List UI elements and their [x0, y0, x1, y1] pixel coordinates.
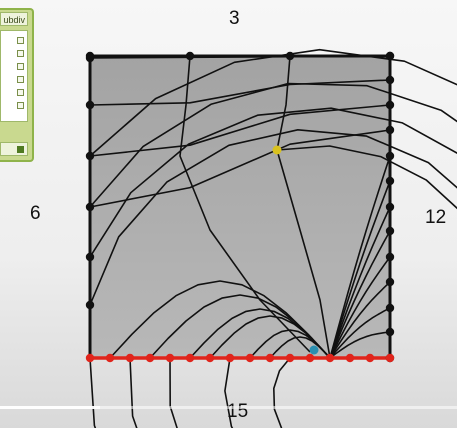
selected-vertex[interactable]	[205, 353, 215, 363]
mesh-radial-edge	[329, 206, 391, 359]
mesh-radial-edge	[329, 155, 391, 359]
vertex[interactable]	[85, 151, 95, 161]
selected-vertex[interactable]	[265, 353, 275, 363]
selected-vertex[interactable]	[325, 353, 335, 363]
selected-vertex[interactable]	[145, 353, 155, 363]
vertex[interactable]	[385, 176, 395, 186]
right-edge-count: 12	[425, 207, 447, 228]
left-edge-count: 6	[30, 203, 41, 224]
vertex[interactable]	[185, 51, 195, 61]
apply-button[interactable]	[17, 146, 24, 153]
mesh-row-edge	[89, 79, 391, 106]
mesh-column-edge	[179, 55, 311, 353]
selected-vertex[interactable]	[105, 353, 115, 363]
option-checkbox[interactable]	[17, 63, 24, 70]
selected-vertex[interactable]	[225, 353, 235, 363]
mesh-radial-edge	[269, 336, 331, 359]
mesh-radial-edge	[329, 331, 391, 359]
video-scrubber[interactable]	[0, 406, 457, 409]
subdiv-panel: ubdiv	[0, 8, 34, 162]
selected-vertex[interactable]	[125, 353, 135, 363]
selected-vertex[interactable]	[345, 353, 355, 363]
vertex[interactable]	[385, 252, 395, 262]
selected-vertex[interactable]	[385, 353, 395, 363]
mesh-face	[90, 56, 390, 358]
mesh-ring-edge	[272, 145, 457, 428]
mesh-radial-edge	[329, 230, 391, 359]
selected-vertex[interactable]	[365, 353, 375, 363]
mesh-ring-edge	[89, 82, 457, 428]
vertex[interactable]	[85, 100, 95, 110]
vertex[interactable]	[385, 202, 395, 212]
mesh-edges	[89, 48, 457, 428]
vertex[interactable]	[385, 75, 395, 85]
option-checkbox[interactable]	[17, 76, 24, 83]
vertex[interactable]	[385, 303, 395, 313]
panel-footer	[0, 142, 28, 156]
vertex[interactable]	[385, 151, 395, 161]
scrubber-progress	[0, 406, 100, 409]
vertex[interactable]	[385, 51, 395, 61]
mesh-row-edge	[89, 129, 391, 208]
subdiv-tab[interactable]: ubdiv	[0, 12, 28, 26]
vertex[interactable]	[85, 53, 95, 63]
mesh-ring-edge	[89, 48, 457, 428]
mesh-radial-edge	[329, 307, 391, 359]
selected-vertex[interactable]	[245, 353, 255, 363]
option-checkbox[interactable]	[17, 102, 24, 109]
option-checkbox[interactable]	[17, 50, 24, 57]
option-checkbox[interactable]	[17, 37, 24, 44]
selected-vertex[interactable]	[85, 353, 95, 363]
mesh-radial-edge	[209, 315, 331, 359]
vertex[interactable]	[285, 51, 295, 61]
mesh-ring-edge	[89, 129, 457, 428]
mesh-radial-edge	[329, 281, 391, 359]
vertex[interactable]	[385, 125, 395, 135]
vertex[interactable]	[85, 202, 95, 212]
selected-vertex[interactable]	[185, 353, 195, 363]
vertex[interactable]	[85, 300, 95, 310]
mesh-ring-edge	[89, 107, 457, 428]
vertex[interactable]	[385, 327, 395, 337]
selected-vertex[interactable]	[305, 353, 315, 363]
option-checkbox[interactable]	[17, 89, 24, 96]
subdiv-option-list	[0, 30, 28, 122]
vertex[interactable]	[85, 252, 95, 262]
mesh-column-edge	[276, 55, 331, 359]
vertex[interactable]	[385, 277, 395, 287]
top-edge-count: 3	[229, 8, 240, 29]
highlighted-vertex-blue[interactable]	[309, 345, 319, 355]
vertex[interactable]	[385, 226, 395, 236]
selected-vertex[interactable]	[285, 353, 295, 363]
mesh-vertices	[85, 51, 395, 363]
selected-vertex[interactable]	[165, 353, 175, 363]
vertex[interactable]	[385, 100, 395, 110]
mesh-radial-edge	[329, 180, 391, 359]
mesh-row-edge	[89, 104, 391, 157]
bottom-edge-count: 15	[227, 401, 249, 422]
highlighted-vertex-yellow[interactable]	[272, 145, 282, 155]
mesh-radial-edge	[329, 256, 391, 359]
